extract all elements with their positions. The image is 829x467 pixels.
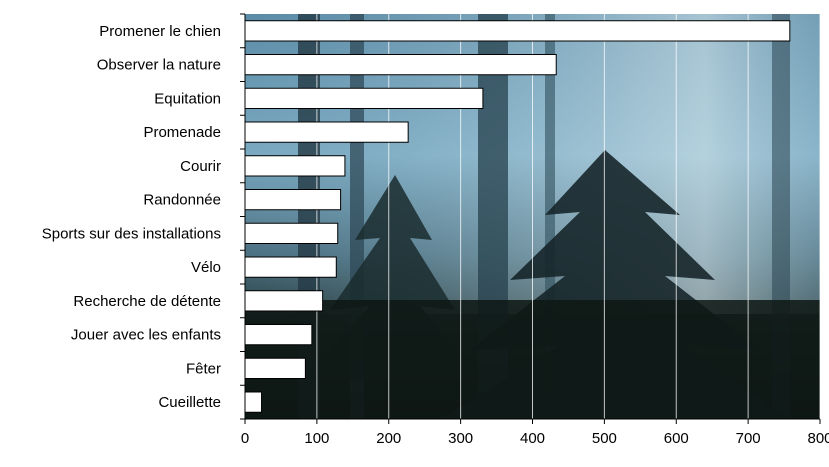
bar-9 — [244, 290, 324, 312]
category-label: Fêter — [186, 360, 221, 377]
category-label: Courir — [180, 158, 221, 175]
category-label: Sports sur des installations — [42, 225, 221, 242]
x-tick-label: 0 — [241, 430, 249, 447]
category-label: Promener le chien — [99, 23, 221, 40]
bar-4 — [244, 121, 409, 143]
bar-2 — [244, 54, 557, 76]
x-tick-label: 500 — [592, 430, 617, 447]
bar-1 — [244, 20, 791, 42]
category-label: Vélo — [191, 259, 221, 276]
x-tick-label: 300 — [448, 430, 473, 447]
bar-8 — [244, 256, 337, 278]
bar-6 — [244, 189, 342, 211]
category-labels: Promener le chien Observer la nature Equit… — [42, 23, 221, 411]
tree-trunk — [545, 14, 555, 419]
category-label: Jouer avec les enfants — [71, 327, 221, 344]
axes — [240, 13, 821, 424]
bar-5 — [244, 155, 346, 177]
x-tick-label: 200 — [376, 430, 401, 447]
bar-3 — [244, 87, 484, 109]
fir-tree — [440, 150, 790, 419]
category-label: Recherche de détente — [73, 293, 221, 310]
category-label: Observer la nature — [97, 57, 221, 74]
x-tick-label: 600 — [664, 430, 689, 447]
x-tick-label: 400 — [520, 430, 545, 447]
x-tick-label: 800 — [807, 430, 829, 447]
bars — [244, 20, 791, 413]
category-label: Equitation — [154, 90, 221, 107]
bar-12 — [244, 391, 263, 413]
category-label: Cueillette — [158, 394, 221, 411]
bar-11 — [244, 357, 306, 379]
category-label: Randonnée — [143, 192, 221, 209]
x-tick-label: 700 — [736, 430, 761, 447]
category-label: Promenade — [143, 124, 221, 141]
x-tick-label: 100 — [304, 430, 329, 447]
gridlines — [316, 14, 821, 419]
x-tick-labels: 0 100 200 300 400 500 600 700 800 — [241, 430, 829, 447]
bar-7 — [244, 222, 339, 244]
bar-10 — [244, 324, 313, 346]
